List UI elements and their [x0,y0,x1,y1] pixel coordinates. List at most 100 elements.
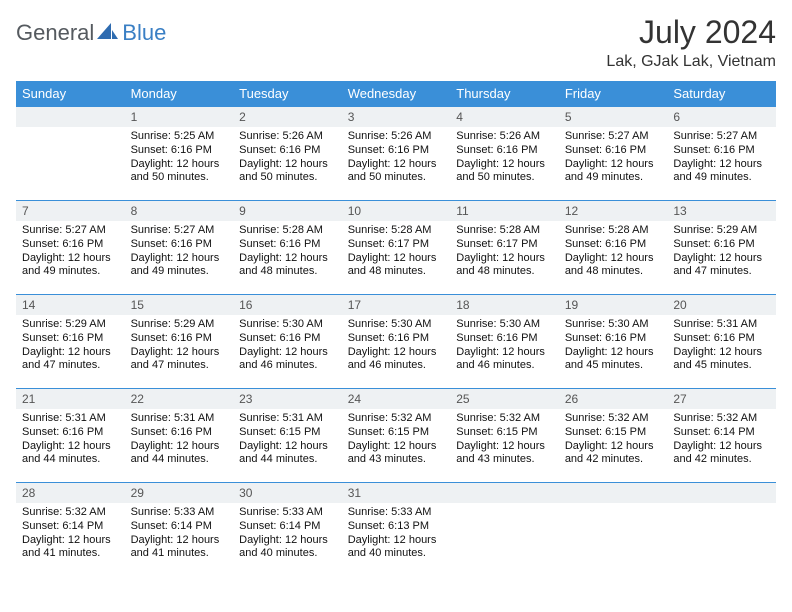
day-number-bar [16,107,125,127]
day-content: Sunrise: 5:32 AMSunset: 6:15 PMDaylight:… [342,409,451,471]
weekday-header-row: SundayMondayTuesdayWednesdayThursdayFrid… [16,81,776,107]
calendar-day-cell: 11Sunrise: 5:28 AMSunset: 6:17 PMDayligh… [450,201,559,295]
day-number-bar: 8 [125,201,234,221]
calendar-day-cell: 30Sunrise: 5:33 AMSunset: 6:14 PMDayligh… [233,483,342,577]
calendar-day-cell: 16Sunrise: 5:30 AMSunset: 6:16 PMDayligh… [233,295,342,389]
calendar-day-cell: 10Sunrise: 5:28 AMSunset: 6:17 PMDayligh… [342,201,451,295]
weekday-header-cell: Thursday [450,81,559,107]
calendar-day-cell: 7Sunrise: 5:27 AMSunset: 6:16 PMDaylight… [16,201,125,295]
day-content: Sunrise: 5:28 AMSunset: 6:17 PMDaylight:… [342,221,451,283]
day-number-bar: 31 [342,483,451,503]
calendar-day-cell: 18Sunrise: 5:30 AMSunset: 6:16 PMDayligh… [450,295,559,389]
calendar-day-cell: 24Sunrise: 5:32 AMSunset: 6:15 PMDayligh… [342,389,451,483]
calendar-day-cell: 29Sunrise: 5:33 AMSunset: 6:14 PMDayligh… [125,483,234,577]
day-number-bar: 20 [667,295,776,315]
calendar-week-row: 1Sunrise: 5:25 AMSunset: 6:16 PMDaylight… [16,107,776,201]
calendar-week-row: 21Sunrise: 5:31 AMSunset: 6:16 PMDayligh… [16,389,776,483]
title-block: July 2024 Lak, GJak Lak, Vietnam [606,14,776,71]
day-number-bar: 18 [450,295,559,315]
calendar-day-cell: 3Sunrise: 5:26 AMSunset: 6:16 PMDaylight… [342,107,451,201]
day-content: Sunrise: 5:29 AMSunset: 6:16 PMDaylight:… [16,315,125,377]
calendar-table: SundayMondayTuesdayWednesdayThursdayFrid… [16,81,776,577]
calendar-day-cell: 12Sunrise: 5:28 AMSunset: 6:16 PMDayligh… [559,201,668,295]
brand-word-1: General [16,20,94,46]
calendar-day-cell: 5Sunrise: 5:27 AMSunset: 6:16 PMDaylight… [559,107,668,201]
calendar-day-cell: 27Sunrise: 5:32 AMSunset: 6:14 PMDayligh… [667,389,776,483]
day-content: Sunrise: 5:30 AMSunset: 6:16 PMDaylight:… [342,315,451,377]
day-number-bar: 4 [450,107,559,127]
calendar-body: 1Sunrise: 5:25 AMSunset: 6:16 PMDaylight… [16,107,776,577]
day-number-bar: 11 [450,201,559,221]
calendar-day-cell: 22Sunrise: 5:31 AMSunset: 6:16 PMDayligh… [125,389,234,483]
day-content: Sunrise: 5:31 AMSunset: 6:15 PMDaylight:… [233,409,342,471]
day-number-bar: 10 [342,201,451,221]
day-number-bar: 16 [233,295,342,315]
day-number-bar: 30 [233,483,342,503]
day-content: Sunrise: 5:33 AMSunset: 6:14 PMDaylight:… [125,503,234,565]
day-content: Sunrise: 5:30 AMSunset: 6:16 PMDaylight:… [450,315,559,377]
calendar-day-cell: 13Sunrise: 5:29 AMSunset: 6:16 PMDayligh… [667,201,776,295]
day-number-bar: 3 [342,107,451,127]
day-content: Sunrise: 5:31 AMSunset: 6:16 PMDaylight:… [125,409,234,471]
calendar-day-cell: 17Sunrise: 5:30 AMSunset: 6:16 PMDayligh… [342,295,451,389]
calendar-week-row: 7Sunrise: 5:27 AMSunset: 6:16 PMDaylight… [16,201,776,295]
calendar-week-row: 14Sunrise: 5:29 AMSunset: 6:16 PMDayligh… [16,295,776,389]
day-number-bar: 5 [559,107,668,127]
calendar-day-cell: 9Sunrise: 5:28 AMSunset: 6:16 PMDaylight… [233,201,342,295]
day-number-bar: 7 [16,201,125,221]
day-content: Sunrise: 5:26 AMSunset: 6:16 PMDaylight:… [233,127,342,189]
day-number-bar [559,483,668,503]
calendar-day-cell: 8Sunrise: 5:27 AMSunset: 6:16 PMDaylight… [125,201,234,295]
day-content: Sunrise: 5:32 AMSunset: 6:15 PMDaylight:… [450,409,559,471]
day-number-bar: 29 [125,483,234,503]
day-content: Sunrise: 5:30 AMSunset: 6:16 PMDaylight:… [559,315,668,377]
day-number-bar: 27 [667,389,776,409]
weekday-header-cell: Saturday [667,81,776,107]
day-content: Sunrise: 5:32 AMSunset: 6:15 PMDaylight:… [559,409,668,471]
day-number-bar: 22 [125,389,234,409]
calendar-day-cell: 26Sunrise: 5:32 AMSunset: 6:15 PMDayligh… [559,389,668,483]
day-number-bar: 1 [125,107,234,127]
header: General Blue July 2024 Lak, GJak Lak, Vi… [16,14,776,71]
calendar-day-cell: 23Sunrise: 5:31 AMSunset: 6:15 PMDayligh… [233,389,342,483]
day-number-bar: 2 [233,107,342,127]
calendar-day-cell: 2Sunrise: 5:26 AMSunset: 6:16 PMDaylight… [233,107,342,201]
day-content: Sunrise: 5:31 AMSunset: 6:16 PMDaylight:… [16,409,125,471]
day-number-bar: 25 [450,389,559,409]
day-content: Sunrise: 5:31 AMSunset: 6:16 PMDaylight:… [667,315,776,377]
calendar-day-cell: 21Sunrise: 5:31 AMSunset: 6:16 PMDayligh… [16,389,125,483]
day-number-bar: 15 [125,295,234,315]
day-content: Sunrise: 5:33 AMSunset: 6:13 PMDaylight:… [342,503,451,565]
day-number-bar: 9 [233,201,342,221]
day-content: Sunrise: 5:28 AMSunset: 6:16 PMDaylight:… [559,221,668,283]
weekday-header-cell: Monday [125,81,234,107]
weekday-header-cell: Sunday [16,81,125,107]
day-content: Sunrise: 5:33 AMSunset: 6:14 PMDaylight:… [233,503,342,565]
day-content: Sunrise: 5:26 AMSunset: 6:16 PMDaylight:… [450,127,559,189]
day-number-bar [667,483,776,503]
weekday-header-cell: Friday [559,81,668,107]
calendar-day-cell: 28Sunrise: 5:32 AMSunset: 6:14 PMDayligh… [16,483,125,577]
weekday-header-cell: Tuesday [233,81,342,107]
day-content: Sunrise: 5:29 AMSunset: 6:16 PMDaylight:… [667,221,776,283]
brand-word-2: Blue [122,20,166,46]
day-content: Sunrise: 5:32 AMSunset: 6:14 PMDaylight:… [16,503,125,565]
location-text: Lak, GJak Lak, Vietnam [606,53,776,71]
day-content: Sunrise: 5:28 AMSunset: 6:17 PMDaylight:… [450,221,559,283]
calendar-day-cell: 14Sunrise: 5:29 AMSunset: 6:16 PMDayligh… [16,295,125,389]
day-content: Sunrise: 5:25 AMSunset: 6:16 PMDaylight:… [125,127,234,189]
calendar-day-cell: 15Sunrise: 5:29 AMSunset: 6:16 PMDayligh… [125,295,234,389]
day-number-bar: 12 [559,201,668,221]
day-content: Sunrise: 5:27 AMSunset: 6:16 PMDaylight:… [16,221,125,283]
day-number-bar: 26 [559,389,668,409]
day-number-bar: 28 [16,483,125,503]
calendar-day-cell: 20Sunrise: 5:31 AMSunset: 6:16 PMDayligh… [667,295,776,389]
day-content: Sunrise: 5:28 AMSunset: 6:16 PMDaylight:… [233,221,342,283]
brand-logo: General Blue [16,14,166,46]
calendar-day-cell [559,483,668,577]
day-number-bar: 21 [16,389,125,409]
day-number-bar [450,483,559,503]
day-number-bar: 17 [342,295,451,315]
month-title: July 2024 [606,14,776,51]
day-number-bar: 19 [559,295,668,315]
